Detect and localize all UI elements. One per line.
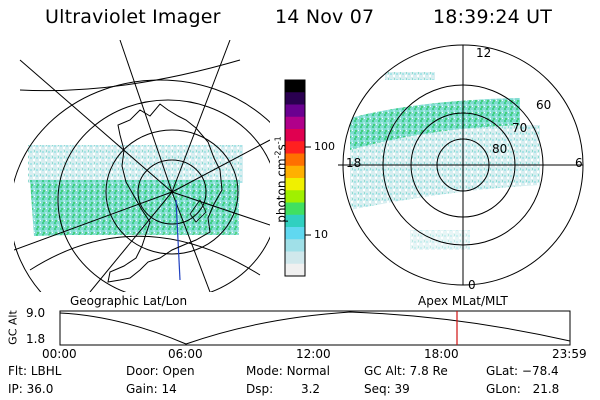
mlat-label-80: 80 [492, 142, 508, 156]
mlat-label-70: 70 [512, 121, 528, 135]
ip-status: IP: 36.0 [8, 382, 54, 396]
colorbar-swatch [285, 129, 305, 142]
filter-status: Flt: LBHL [8, 364, 62, 378]
colorbar-swatch [285, 178, 305, 191]
colorbar-swatch [285, 263, 305, 277]
gc-alt-status: GC Alt: 7.8 Re [364, 364, 448, 378]
mlt-label-0: 0 [468, 278, 476, 292]
altitude-ylabel: GC Alt [6, 310, 20, 345]
date-label: 14 Nov 07 [275, 6, 375, 28]
colorbar [285, 80, 305, 277]
gain-status: Gain: 14 [126, 382, 177, 396]
mlt-label-6: 6 [575, 156, 583, 170]
colorbar-swatch [285, 214, 305, 228]
glat-status: GLat: −78.4 [486, 364, 559, 378]
colorbar-swatch [285, 227, 305, 240]
altitude-xtick-0600: 06:00 [168, 347, 203, 361]
colorbar-swatch [285, 153, 305, 167]
left-map-title: Geographic Lat/Lon [70, 294, 188, 308]
mlt-label-18: 18 [346, 156, 362, 170]
colorbar-swatch [285, 104, 305, 118]
colorbar-swatch [285, 80, 305, 93]
glon-status: GLon: 21.8 [486, 382, 560, 396]
colorbar-swatch [285, 141, 305, 154]
colorbar-swatch [285, 251, 305, 265]
altitude-xtick-0000: 00:00 [42, 347, 77, 361]
continent-outline [107, 103, 223, 283]
altitude-ytick-1-8: 1.8 [26, 332, 46, 346]
mlt-label-12: 12 [476, 46, 492, 60]
instrument-title: Ultraviolet Imager [45, 6, 221, 28]
dsp-status: Dsp: 3.2 [246, 382, 321, 396]
mlat-label-60: 60 [536, 98, 552, 112]
colorbar-swatch [285, 202, 305, 216]
colorbar-swatch [285, 116, 305, 130]
colorbar-swatch [285, 92, 305, 105]
altitude-xtick-1800: 18:00 [424, 347, 459, 361]
sequence-status: Seq: 39 [364, 382, 410, 396]
altitude-ytick-9: 9.0 [26, 306, 46, 320]
altitude-xtick-2359: 23:59 [552, 347, 587, 361]
right-map-grid [338, 44, 584, 286]
right-map-data [350, 72, 540, 250]
door-status: Door: Open [126, 364, 195, 378]
colorbar-swatch [285, 165, 305, 179]
right-map-title: Apex MLat/MLT [418, 294, 508, 308]
colorbar-swatch [285, 239, 305, 252]
left-map-grid [14, 40, 270, 292]
mode-status: Mode: Normal [246, 364, 330, 378]
colorbar-swatch [285, 190, 305, 203]
altitude-xtick-1200: 12:00 [296, 347, 331, 361]
colorbar-tick-10: 10 [314, 228, 328, 241]
colorbar-tick-100: 100 [314, 140, 335, 153]
time-label: 18:39:24 UT [433, 6, 553, 28]
colorbar-unit-label: photon cm-2s-1 [273, 136, 289, 223]
altitude-plot [59, 310, 571, 346]
